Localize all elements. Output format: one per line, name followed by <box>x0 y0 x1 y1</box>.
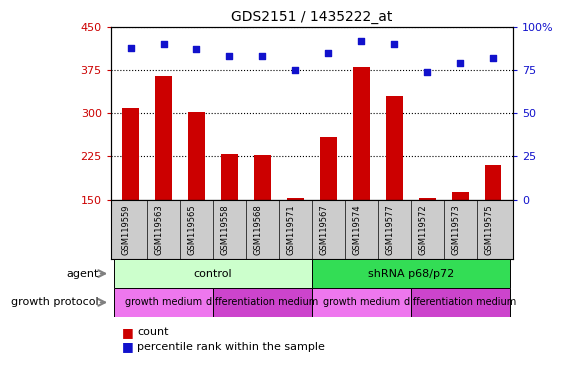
Text: GSM119577: GSM119577 <box>385 204 394 255</box>
Text: GSM119574: GSM119574 <box>352 204 361 255</box>
Text: control: control <box>194 268 232 279</box>
Bar <box>353 67 370 200</box>
Bar <box>287 198 304 200</box>
Text: GSM119563: GSM119563 <box>154 204 163 255</box>
Text: differentiation medium: differentiation medium <box>206 297 318 308</box>
Bar <box>386 96 403 200</box>
Bar <box>122 108 139 200</box>
Text: growth medium: growth medium <box>125 297 202 308</box>
Point <box>258 53 267 59</box>
Text: percentile rank within the sample: percentile rank within the sample <box>137 341 325 352</box>
Bar <box>188 111 205 200</box>
Point <box>489 55 498 61</box>
Text: count: count <box>137 327 168 337</box>
Point <box>456 60 465 66</box>
Bar <box>114 259 312 288</box>
Point <box>159 41 168 47</box>
Bar <box>221 154 238 200</box>
Text: GSM119575: GSM119575 <box>484 204 493 255</box>
Bar <box>419 198 436 200</box>
Bar <box>312 259 510 288</box>
Point <box>291 67 300 73</box>
Text: GSM119568: GSM119568 <box>254 204 262 255</box>
Bar <box>114 288 213 317</box>
Bar <box>254 155 271 200</box>
Bar <box>485 165 501 200</box>
Bar <box>452 192 469 200</box>
Text: agent: agent <box>66 268 99 279</box>
Point <box>225 53 234 59</box>
Text: GSM119565: GSM119565 <box>188 204 196 255</box>
Text: GSM119571: GSM119571 <box>286 204 296 255</box>
Point <box>389 41 399 47</box>
Text: growth protocol: growth protocol <box>12 297 99 308</box>
Bar <box>411 288 510 317</box>
Title: GDS2151 / 1435222_at: GDS2151 / 1435222_at <box>231 10 392 25</box>
Text: GSM119572: GSM119572 <box>419 204 427 255</box>
Bar <box>213 288 312 317</box>
Point <box>192 46 201 53</box>
Text: growth medium: growth medium <box>323 297 400 308</box>
Text: ■: ■ <box>122 326 138 339</box>
Text: shRNA p68/p72: shRNA p68/p72 <box>368 268 454 279</box>
Text: GSM119567: GSM119567 <box>319 204 328 255</box>
Text: GSM119573: GSM119573 <box>451 204 461 255</box>
Bar <box>155 76 172 200</box>
Point <box>357 38 366 44</box>
Text: differentiation medium: differentiation medium <box>404 297 517 308</box>
Text: ■: ■ <box>122 340 138 353</box>
Text: GSM119558: GSM119558 <box>220 204 230 255</box>
Point <box>324 50 333 56</box>
Bar <box>320 137 336 200</box>
Point <box>126 45 135 51</box>
Point <box>423 69 432 75</box>
Bar <box>312 288 411 317</box>
Text: GSM119559: GSM119559 <box>121 204 131 255</box>
